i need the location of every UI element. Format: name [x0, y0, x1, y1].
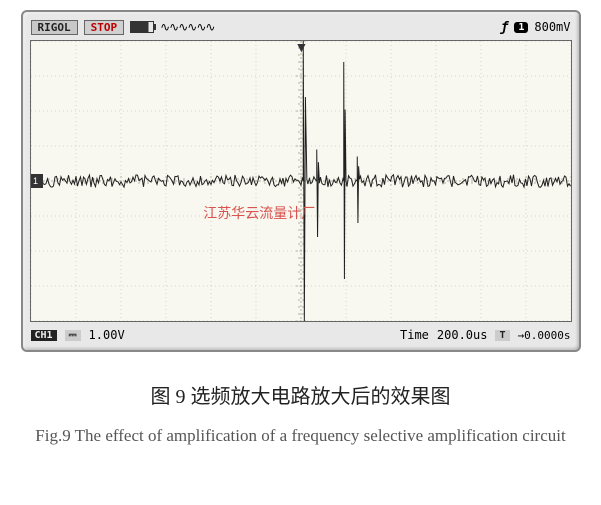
- trigger-source: 1: [514, 22, 528, 33]
- oscilloscope-screenshot: RIGOL STOP ∿∿∿∿∿∿ ƒ 1 800mV 1 ▼ 江苏华云流量计厂…: [21, 10, 581, 352]
- timebase-label: Time: [400, 328, 429, 342]
- caption-zh: 图 9 选频放大电路放大后的效果图: [10, 380, 591, 409]
- brand-label: RIGOL: [31, 20, 78, 35]
- coupling-glyphs: ∿∿∿∿∿∿: [160, 20, 214, 34]
- delay-badge: T: [495, 330, 509, 341]
- trigger-level: 800mV: [534, 20, 570, 34]
- waveform-display: 1 ▼ 江苏华云流量计厂: [30, 40, 572, 322]
- battery-icon: [130, 21, 154, 33]
- caption-en: Fig.9 The effect of amplification of a f…: [10, 421, 591, 452]
- coupling-icon: ⎓: [65, 330, 81, 341]
- bottom-bar: CH1 ⎓ 1.00V Time 200.0us T →0.0000s: [27, 324, 575, 346]
- run-state: STOP: [84, 20, 125, 35]
- ground-marker: 1: [30, 174, 43, 188]
- timebase-value: 200.0us: [437, 328, 488, 342]
- trigger-mode-icon: ƒ: [501, 20, 509, 35]
- figure-caption: 图 9 选频放大电路放大后的效果图 Fig.9 The effect of am…: [10, 380, 591, 452]
- status-bar: RIGOL STOP ∿∿∿∿∿∿ ƒ 1 800mV: [27, 16, 575, 38]
- trigger-position-marker: ▼: [295, 40, 309, 55]
- delay-value: →0.0000s: [518, 329, 571, 342]
- channel-badge: CH1: [31, 330, 57, 341]
- volts-per-div: 1.00V: [89, 328, 125, 342]
